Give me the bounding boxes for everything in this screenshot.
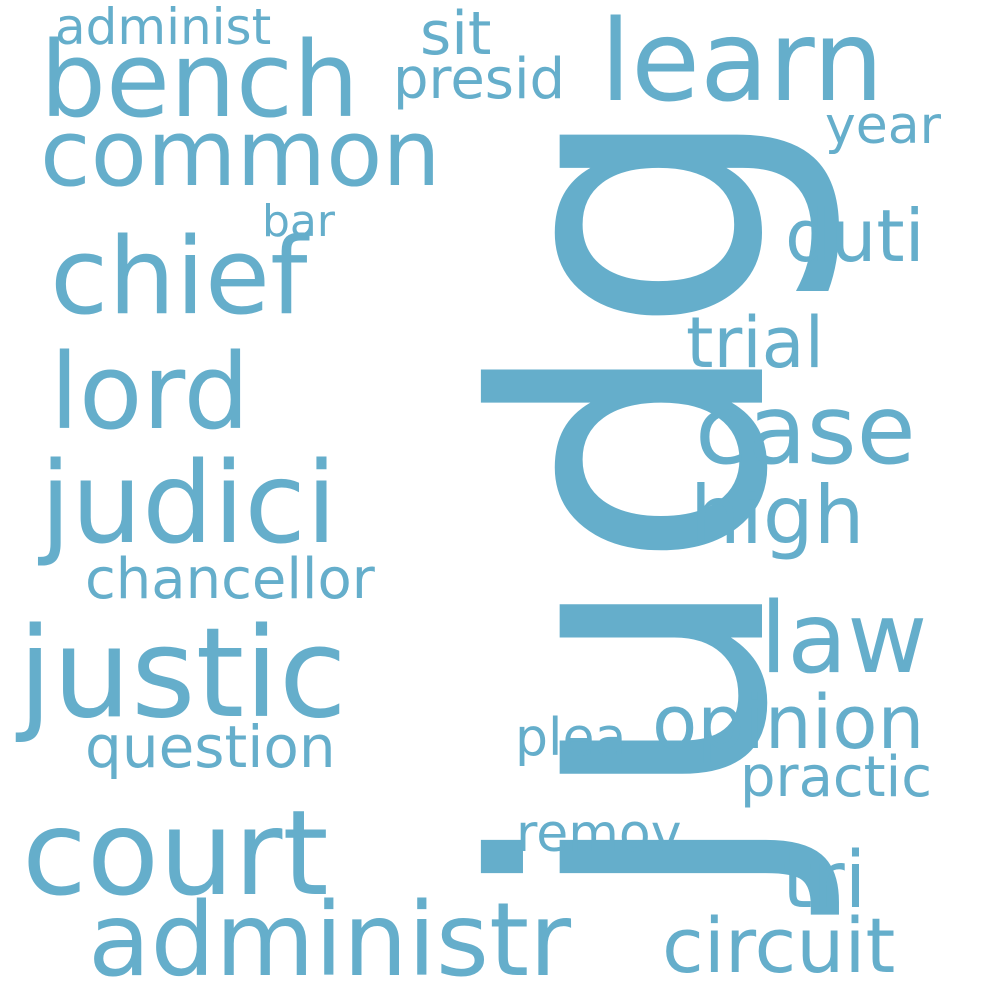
word-practic: practic xyxy=(740,745,932,810)
word-lord: lord xyxy=(50,331,250,453)
word-duti: duti xyxy=(785,194,925,278)
word-trial: trial xyxy=(686,302,825,384)
word-sit: sit xyxy=(420,0,492,69)
word-opinion: opinion xyxy=(652,680,925,766)
word-high: high xyxy=(690,469,865,562)
word-common: common xyxy=(40,100,441,207)
word-learn: learn xyxy=(600,0,884,127)
word-remov: remov xyxy=(516,804,682,864)
word-court: court xyxy=(22,784,329,922)
word-chancellor: chancellor xyxy=(85,547,375,612)
word-year: year xyxy=(825,96,942,156)
word-plea: plea xyxy=(515,708,627,768)
word-administ: administ xyxy=(55,0,272,56)
word-bench: bench xyxy=(40,19,360,141)
word-chief: chief xyxy=(50,215,308,338)
word-law: law xyxy=(760,582,928,696)
word-administr: administr xyxy=(88,881,572,1000)
word-judici: judici xyxy=(40,439,338,569)
word-justic: justic xyxy=(18,602,347,746)
word-circuit: circuit xyxy=(662,901,896,990)
word-presid: presid xyxy=(393,47,566,112)
word-tri: tri xyxy=(782,836,867,926)
word-case: case xyxy=(695,374,916,486)
word-question: question xyxy=(85,713,336,781)
word-bar: bar xyxy=(262,196,335,247)
